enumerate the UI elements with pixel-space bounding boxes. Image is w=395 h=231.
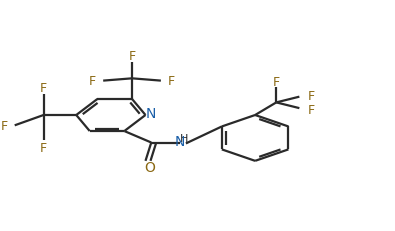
Text: F: F bbox=[168, 75, 175, 88]
Text: N: N bbox=[175, 134, 185, 148]
Text: F: F bbox=[128, 50, 135, 63]
Text: F: F bbox=[273, 75, 280, 88]
Text: F: F bbox=[0, 119, 8, 132]
Text: F: F bbox=[89, 75, 96, 88]
Text: F: F bbox=[307, 90, 314, 103]
Text: F: F bbox=[307, 103, 314, 116]
Text: H: H bbox=[180, 133, 188, 143]
Text: F: F bbox=[40, 141, 47, 154]
Text: O: O bbox=[144, 161, 155, 174]
Text: F: F bbox=[40, 82, 47, 94]
Text: N: N bbox=[145, 107, 156, 121]
